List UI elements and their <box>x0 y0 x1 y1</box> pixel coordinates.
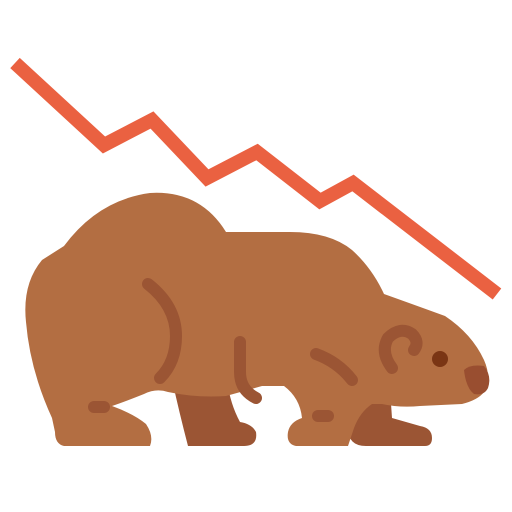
bear-haunch-line <box>142 278 183 384</box>
bear-icon <box>25 192 490 446</box>
bear-belly-line <box>234 336 262 404</box>
bear-shoulder-line <box>310 348 358 386</box>
bear-eye <box>432 351 448 367</box>
bear-body <box>25 192 488 446</box>
bear-nose <box>464 365 490 395</box>
bear-ear <box>378 324 423 374</box>
downtrend-line-icon <box>10 57 502 300</box>
